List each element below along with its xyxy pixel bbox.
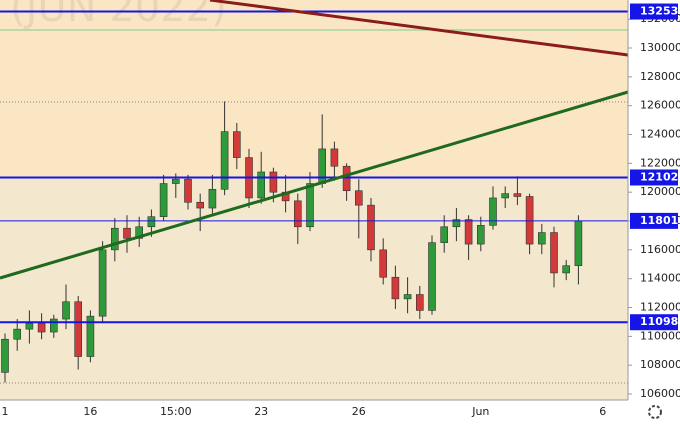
candle-body — [257, 171, 266, 199]
y-tick-label: 130000 — [640, 41, 680, 54]
candle-body — [513, 193, 522, 197]
candle-body — [391, 276, 400, 300]
candle-body — [233, 131, 241, 158]
y-tick-label: 126000 — [640, 99, 680, 112]
level-label-box — [630, 212, 678, 229]
candle-body — [464, 219, 473, 245]
y-tick-label: 108000 — [640, 358, 680, 371]
candle-body — [1, 338, 9, 373]
candle-body — [367, 204, 375, 251]
y-tick-label: 110000 — [640, 329, 680, 342]
y-tick-label: 124000 — [640, 128, 680, 141]
candle-body — [428, 242, 436, 311]
candle-body — [574, 220, 583, 267]
candle-body — [342, 165, 351, 192]
candle-body — [476, 225, 485, 245]
candle-body — [111, 227, 119, 251]
x-tick-label: 15:00 — [160, 405, 192, 418]
candle-body — [537, 232, 546, 245]
candle-body — [452, 219, 461, 228]
candle-body — [501, 193, 510, 199]
y-tick-label: 116000 — [640, 243, 680, 256]
x-tick-label: Jun — [471, 405, 489, 418]
candle-body — [379, 249, 388, 278]
candle-body — [550, 232, 558, 274]
candle-body — [98, 249, 107, 317]
level-label-box — [630, 3, 678, 20]
watermark: (JUN 2022) — [10, 0, 227, 31]
x-tick-label: 16 — [83, 405, 97, 418]
candle-body — [220, 131, 229, 190]
candle-body — [25, 323, 34, 330]
candle-body — [147, 216, 156, 228]
y-tick-label: 128000 — [640, 70, 680, 83]
level-label: 110980 — [640, 315, 680, 328]
y-tick-label: 106000 — [640, 387, 680, 400]
candle-body — [62, 301, 70, 320]
candle-body — [74, 301, 82, 357]
x-tick-label: 26 — [352, 405, 366, 418]
candle-body — [159, 183, 168, 217]
candle-body — [525, 196, 534, 245]
level-label-box — [630, 314, 678, 331]
candle-body — [489, 197, 497, 226]
candle-body — [562, 265, 571, 274]
x-tick-label: 23 — [254, 405, 268, 418]
candle-body — [269, 171, 278, 193]
candle-body — [123, 227, 131, 239]
candle-body — [184, 178, 192, 203]
candle-body — [49, 318, 58, 333]
candle-body — [306, 183, 314, 228]
y-tick-label: 114000 — [640, 272, 680, 285]
candle-body — [403, 294, 412, 300]
level-label: 121020 — [640, 170, 680, 183]
candle-body — [293, 200, 302, 228]
level-label: 118010 — [640, 214, 680, 227]
x-tick-label: 6 — [599, 405, 606, 418]
candle-body — [330, 148, 339, 167]
y-tick-label: 120000 — [640, 185, 680, 198]
candle-body — [13, 328, 21, 340]
settings-icon[interactable] — [648, 405, 662, 419]
candle-body — [354, 190, 363, 206]
trend-line — [0, 90, 629, 280]
candle-body — [172, 178, 180, 184]
y-tick-label: 122000 — [640, 156, 680, 169]
candle-body — [440, 226, 449, 243]
time-axis — [0, 400, 628, 426]
candle-body — [208, 188, 217, 209]
y-tick-label: 112000 — [640, 301, 680, 314]
candle-body — [196, 201, 204, 209]
trend-line — [209, 0, 629, 57]
level-label: 132530 — [640, 5, 680, 18]
x-tick-label: 1 — [2, 405, 9, 418]
candle-body — [415, 294, 424, 311]
candle-body — [86, 315, 95, 357]
level-label-box — [630, 169, 678, 186]
candle-body — [37, 323, 46, 333]
